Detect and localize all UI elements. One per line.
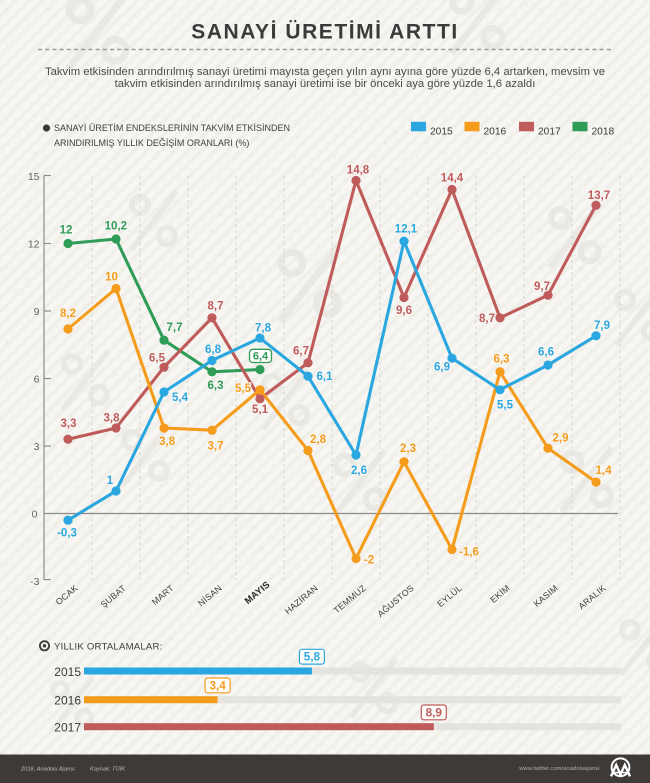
svg-text:Kaynak: TÜİK: Kaynak: TÜİK	[90, 765, 125, 772]
svg-text:3,8: 3,8	[104, 413, 121, 425]
svg-text:1,4: 1,4	[596, 465, 613, 477]
svg-text:6: 6	[34, 374, 40, 386]
svg-text:6,3: 6,3	[494, 354, 510, 366]
svg-text:2016: 2016	[54, 694, 81, 708]
svg-text:6,1: 6,1	[317, 371, 334, 383]
svg-text:-3: -3	[30, 576, 39, 588]
svg-text:7,8: 7,8	[255, 323, 272, 335]
svg-text:5,1: 5,1	[252, 404, 269, 416]
svg-text:8,7: 8,7	[208, 301, 224, 313]
svg-text:ARINDIRILMIŞ YILLIK DEĞİŞİM OR: ARINDIRILMIŞ YILLIK DEĞİŞİM ORANLARI (%)	[54, 138, 249, 148]
svg-text:2,3: 2,3	[400, 443, 416, 455]
svg-text:2018, Anadolu Ajansı: 2018, Anadolu Ajansı	[20, 766, 75, 772]
svg-text:2,8: 2,8	[310, 434, 327, 446]
svg-text:www.twitter.com/anadoluajansi: www.twitter.com/anadoluajansi	[518, 766, 599, 772]
svg-text:-0,3: -0,3	[57, 528, 77, 540]
svg-text:5,5: 5,5	[497, 400, 514, 412]
svg-text:6,3: 6,3	[208, 380, 224, 392]
svg-text:3,7: 3,7	[208, 441, 224, 453]
svg-text:8,2: 8,2	[60, 308, 76, 320]
svg-text:14,8: 14,8	[347, 165, 370, 177]
svg-text:SANAYİ ÜRETİMİ ARTTI: SANAYİ ÜRETİMİ ARTTI	[191, 21, 458, 44]
svg-text:3,3: 3,3	[61, 418, 77, 430]
svg-text:2,6: 2,6	[351, 465, 367, 477]
svg-text:3,4: 3,4	[209, 679, 226, 692]
svg-text:6,5: 6,5	[149, 353, 166, 365]
svg-text:5,5: 5,5	[235, 383, 252, 395]
svg-text:12,1: 12,1	[395, 224, 418, 236]
svg-text:5,8: 5,8	[304, 651, 321, 664]
svg-text:9,6: 9,6	[396, 305, 412, 317]
svg-text:Takvim etkisinden arındırılmış: Takvim etkisinden arındırılmış sanayi ür…	[45, 66, 605, 78]
svg-text:7,7: 7,7	[167, 322, 183, 334]
svg-text:-2: -2	[364, 555, 374, 567]
svg-text:5,4: 5,4	[172, 392, 189, 404]
svg-text:15: 15	[28, 171, 40, 183]
svg-text:10: 10	[105, 272, 118, 284]
svg-text:0: 0	[32, 509, 38, 521]
svg-text:3: 3	[34, 441, 40, 453]
svg-text:12: 12	[28, 239, 40, 251]
svg-text:8,9: 8,9	[426, 706, 443, 719]
svg-text:8,7: 8,7	[479, 313, 495, 325]
svg-text:2018: 2018	[592, 126, 615, 137]
svg-text:2017: 2017	[54, 721, 81, 735]
svg-text:6,8: 6,8	[205, 344, 222, 356]
svg-text:2,9: 2,9	[553, 433, 569, 445]
svg-text:6,7: 6,7	[293, 346, 309, 358]
svg-text:3,8: 3,8	[159, 436, 176, 448]
svg-text:2016: 2016	[484, 126, 507, 137]
svg-text:2015: 2015	[54, 665, 81, 679]
svg-text:6,4: 6,4	[253, 350, 269, 362]
svg-text:12: 12	[60, 225, 73, 237]
svg-text:YILLIK ORTALAMALAR:: YILLIK ORTALAMALAR:	[54, 641, 162, 652]
svg-text:9,7: 9,7	[534, 281, 550, 293]
svg-text:10,2: 10,2	[105, 221, 127, 233]
svg-text:6,6: 6,6	[538, 347, 554, 359]
svg-text:7,9: 7,9	[594, 320, 610, 332]
svg-text:2017: 2017	[538, 126, 561, 137]
svg-text:-1,6: -1,6	[459, 547, 479, 559]
svg-text:2015: 2015	[430, 126, 453, 137]
svg-text:takvim etkisinden arındırılmış: takvim etkisinden arındırılmış sanayi ür…	[115, 78, 536, 90]
svg-text:SANAYİ ÜRETİM ENDEKSLERİNİN TA: SANAYİ ÜRETİM ENDEKSLERİNİN TAKVİM ETKİS…	[54, 123, 290, 133]
svg-text:9: 9	[34, 306, 40, 318]
svg-text:14,4: 14,4	[441, 173, 464, 185]
svg-text:6,9: 6,9	[434, 362, 450, 374]
svg-text:1: 1	[107, 475, 114, 487]
svg-text:13,7: 13,7	[588, 190, 610, 202]
